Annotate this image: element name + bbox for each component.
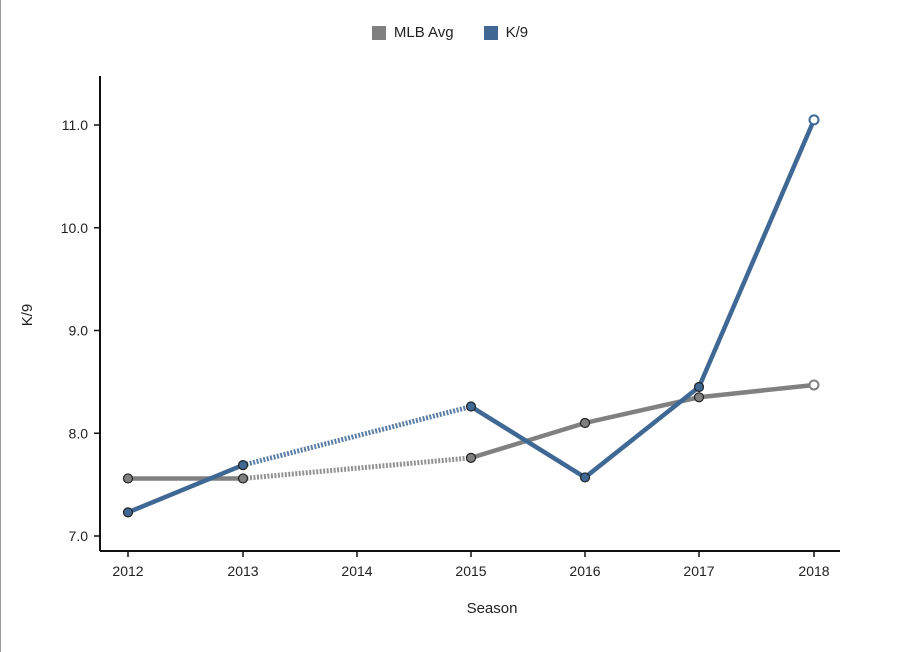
legend-item-k9[interactable]: K/9 — [483, 24, 529, 41]
series-line-segment — [696, 117, 817, 390]
series-layer — [122, 114, 820, 518]
legend-label-mlb-avg: MLB Avg — [393, 24, 454, 41]
legend-label-k9: K/9 — [505, 24, 529, 41]
data-point[interactable] — [693, 381, 705, 393]
data-point[interactable] — [579, 417, 591, 429]
x-tick-label: 2013 — [227, 563, 258, 579]
series-line-segment — [696, 382, 817, 400]
legend: MLB Avg K/9 — [0, 24, 900, 41]
data-point[interactable] — [465, 452, 477, 464]
series-1 — [122, 114, 820, 518]
series-line-segment-gap — [242, 404, 472, 468]
legend-item-mlb-avg[interactable]: MLB Avg — [371, 24, 454, 41]
data-point[interactable] — [122, 473, 134, 484]
frame-border — [0, 0, 1, 652]
series-line-segment — [468, 404, 588, 480]
x-tick-label: 2012 — [112, 563, 143, 579]
y-tick-label: 11.0 — [62, 117, 88, 133]
series-line-segment-gap — [242, 455, 472, 481]
y-tick-label: 9.0 — [69, 323, 89, 339]
y-tick-label: 8.0 — [69, 425, 89, 441]
x-tick-label: 2014 — [341, 563, 372, 579]
legend-swatch-mlb-avg — [371, 25, 386, 40]
legend-swatch-k9 — [483, 25, 498, 40]
x-tick-label: 2017 — [683, 563, 714, 579]
data-point[interactable] — [693, 392, 705, 403]
data-point[interactable] — [237, 460, 249, 471]
data-point[interactable] — [808, 114, 820, 126]
data-point[interactable] — [808, 379, 820, 391]
x-tick-label: 2018 — [798, 563, 829, 579]
y-tick-label: 7.0 — [69, 528, 89, 544]
y-ticks: 7.0 8.0 9.0 10.0 11.0 — [61, 117, 100, 544]
x-tick-label: 2015 — [455, 563, 486, 579]
x-tick-label: 2016 — [569, 563, 600, 579]
y-tick-label: 10.0 — [61, 220, 88, 236]
series-line-segment — [582, 384, 702, 480]
series-line-segment — [125, 462, 246, 515]
series-0 — [122, 379, 820, 484]
data-point[interactable] — [465, 401, 477, 412]
x-axis-title: Season — [467, 600, 518, 617]
y-axis-title: K/9 — [19, 304, 36, 327]
data-point[interactable] — [122, 507, 134, 518]
data-point[interactable] — [579, 472, 591, 483]
axes — [99, 76, 840, 552]
x-ticks: 2012 2013 2014 2015 2016 2017 2018 — [112, 551, 830, 579]
data-point[interactable] — [237, 473, 249, 484]
